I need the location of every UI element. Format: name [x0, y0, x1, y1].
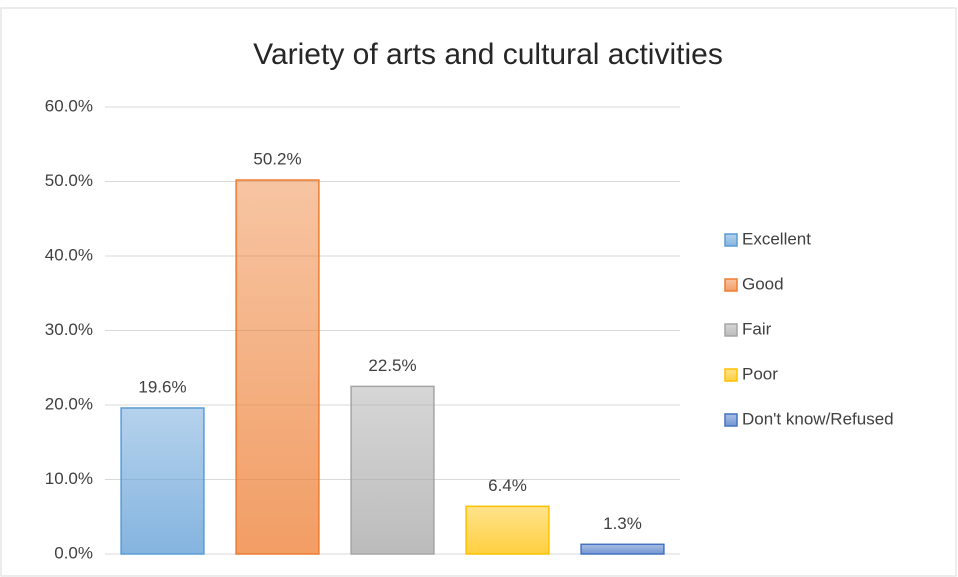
bar: [350, 385, 435, 555]
legend-label: Excellent: [742, 229, 811, 248]
y-tick-label: 40.0%: [45, 245, 93, 264]
legend-swatch: [724, 413, 738, 427]
legend-label: Good: [742, 274, 784, 293]
y-tick-label: 20.0%: [45, 394, 93, 413]
legend-label: Poor: [742, 364, 778, 383]
y-tick-label: 50.0%: [45, 171, 93, 190]
legend-label: Fair: [742, 319, 772, 338]
chart-title: Variety of arts and cultural activities: [253, 38, 723, 71]
legend-swatch: [724, 233, 738, 247]
legend-label: Don't know/Refused: [742, 409, 894, 428]
data-label: 1.3%: [603, 514, 642, 533]
bar: [580, 543, 665, 555]
bar: [120, 407, 205, 555]
data-label: 6.4%: [488, 476, 527, 495]
data-label: 19.6%: [138, 377, 186, 396]
legend-swatch: [724, 278, 738, 292]
y-tick-label: 30.0%: [45, 320, 93, 339]
y-tick-label: 60.0%: [45, 96, 93, 115]
legend-swatch: [724, 323, 738, 337]
bar: [235, 179, 320, 555]
bar: [465, 505, 550, 555]
y-tick-label: 10.0%: [45, 469, 93, 488]
legend-swatch: [724, 368, 738, 382]
y-tick-label: 0.0%: [54, 543, 93, 562]
data-label: 50.2%: [253, 149, 301, 168]
data-label: 22.5%: [368, 356, 416, 375]
